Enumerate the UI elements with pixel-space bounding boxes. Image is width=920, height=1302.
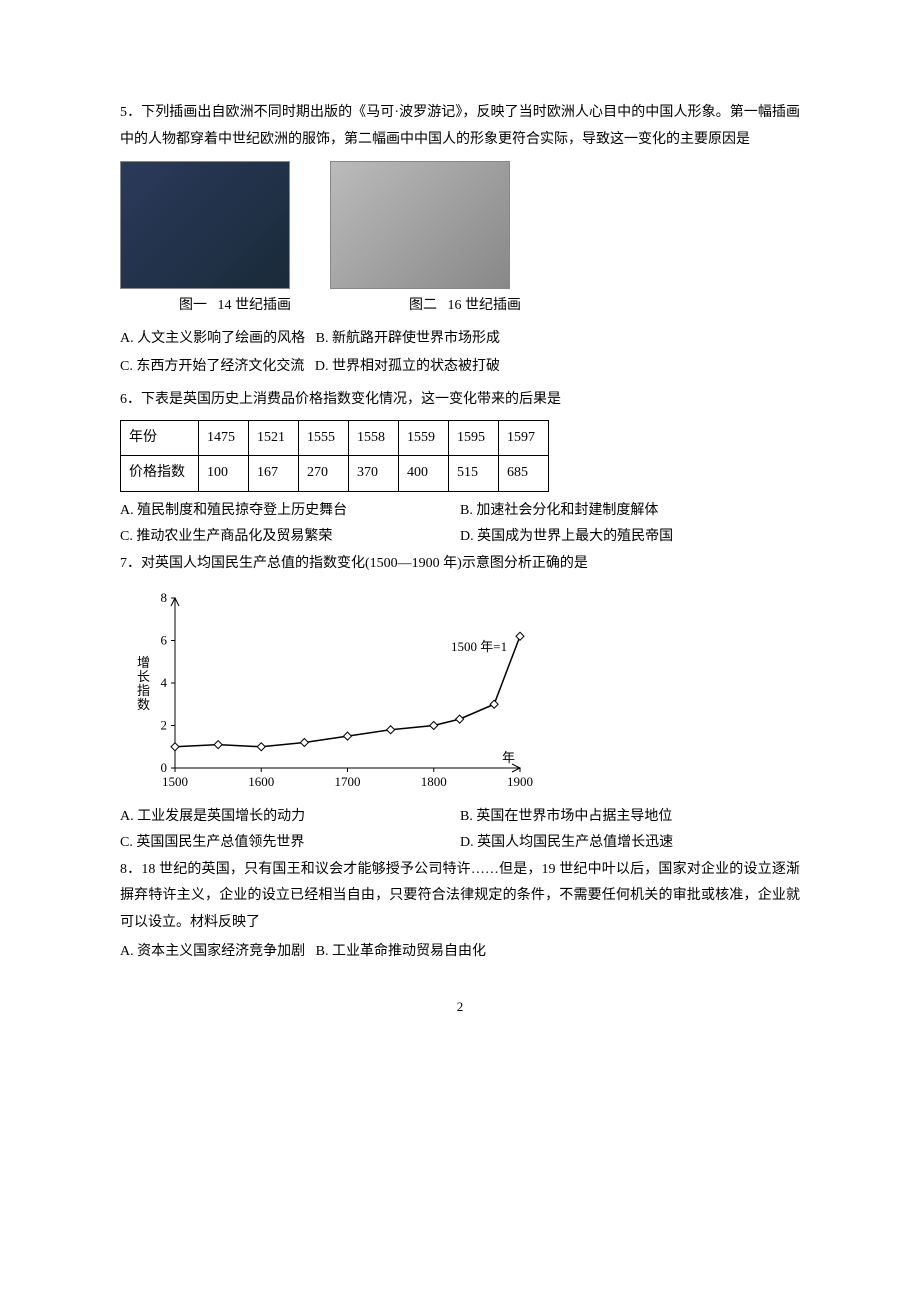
svg-text:指: 指 [137, 683, 150, 698]
q5-caption2-a: 图二 [409, 298, 437, 313]
table-row: 年份 1475 1521 1555 1558 1559 1595 1597 [121, 420, 549, 456]
q6-r1c1: 1475 [199, 420, 249, 456]
q7-options: A. 工业发展是英国增长的动力 B. 英国在世界市场中占据主导地位 C. 英国国… [120, 804, 800, 857]
q7-opt-a: A. 工业发展是英国增长的动力 [120, 804, 460, 831]
q6-r1c4: 1558 [349, 420, 399, 456]
q6-r2c2: 167 [249, 456, 299, 492]
q6-opt-d: D. 英国成为世界上最大的殖民帝国 [460, 524, 800, 551]
q6-r2c6: 515 [449, 456, 499, 492]
svg-text:4: 4 [161, 675, 168, 690]
svg-text:1800: 1800 [421, 774, 447, 789]
q6-stem: 6．下表是英国历史上消费品价格指数变化情况，这一变化带来的后果是 [120, 387, 800, 414]
q6-r1c5: 1559 [399, 420, 449, 456]
svg-text:1900: 1900 [507, 774, 533, 789]
q7-stem: 7．对英国人均国民生产总值的指数变化(1500—1900 年)示意图分析正确的是 [120, 551, 800, 578]
q6-r1c6: 1595 [449, 420, 499, 456]
svg-text:1600: 1600 [248, 774, 274, 789]
q7-opt-d: D. 英国人均国民生产总值增长迅速 [460, 830, 800, 857]
q5-opt-c: C. 东西方开始了经济文化交流 [120, 359, 304, 374]
q8-options: A. 资本主义国家经济竞争加剧 B. 工业革命推动贸易自由化 [120, 939, 800, 966]
q5-image-row [120, 161, 800, 289]
svg-text:2: 2 [161, 717, 168, 732]
q6-options: A. 殖民制度和殖民掠夺登上历史舞台 B. 加速社会分化和封建制度解体 C. 推… [120, 498, 800, 551]
q6-r2c3: 270 [299, 456, 349, 492]
q8-stem: 8．18 世纪的英国，只有国王和议会才能够授予公司特许……但是，19 世纪中叶以… [120, 857, 800, 937]
q7-opt-b: B. 英国在世界市场中占据主导地位 [460, 804, 800, 831]
q6-table: 年份 1475 1521 1555 1558 1559 1595 1597 价格… [120, 420, 549, 492]
q6-r1c7: 1597 [499, 420, 549, 456]
svg-text:增: 增 [137, 655, 150, 670]
svg-text:数: 数 [137, 697, 150, 712]
q5-opt-b: B. 新航路开辟使世界市场形成 [316, 331, 500, 346]
svg-text:8: 8 [161, 590, 168, 605]
q5-caption1-b: 14 世纪插画 [218, 298, 292, 313]
svg-text:1500 年=1: 1500 年=1 [451, 639, 507, 654]
q7-opt-c: C. 英国国民生产总值领先世界 [120, 830, 460, 857]
svg-text:0: 0 [161, 760, 168, 775]
svg-text:长: 长 [137, 669, 150, 684]
page-number: 2 [120, 995, 800, 1020]
q6-r2c0: 价格指数 [121, 456, 199, 492]
q8-opt-a: A. 资本主义国家经济竞争加剧 [120, 944, 305, 959]
q5-caption1-a: 图一 [179, 298, 207, 313]
table-row: 价格指数 100 167 270 370 400 515 685 [121, 456, 549, 492]
q6-opt-b: B. 加速社会分化和封建制度解体 [460, 498, 800, 525]
svg-text:年: 年 [502, 750, 515, 765]
q7-chart: 0 2 4 6 8 1500 1600 1700 1800 1900 增长指数年 1500 年=1 [120, 588, 540, 798]
svg-text:1700: 1700 [335, 774, 361, 789]
q5-opt-a: A. 人文主义影响了绘画的风格 [120, 331, 305, 346]
q5-caption2-b: 16 世纪插画 [448, 298, 522, 313]
q5-image-1 [120, 161, 290, 289]
q7-chart-svg: 0 2 4 6 8 1500 1600 1700 1800 1900 增长指数年 1500 年=1 [120, 588, 540, 798]
q6-r2c4: 370 [349, 456, 399, 492]
q5-stem: 5．下列插画出自欧洲不同时期出版的《马可·波罗游记》，反映了当时欧洲人心目中的中… [120, 100, 800, 153]
q6-r2c5: 400 [399, 456, 449, 492]
svg-text:6: 6 [161, 632, 168, 647]
q6-r1c3: 1555 [299, 420, 349, 456]
q6-opt-c: C. 推动农业生产商品化及贸易繁荣 [120, 524, 460, 551]
svg-text:1500: 1500 [162, 774, 188, 789]
q6-r1c0: 年份 [121, 420, 199, 456]
q5-opt-d: D. 世界相对孤立的状态被打破 [315, 359, 500, 374]
q6-r2c7: 685 [499, 456, 549, 492]
q5-captions: 图一 14 世纪插画 图二 16 世纪插画 [120, 293, 800, 320]
q6-opt-a: A. 殖民制度和殖民掠夺登上历史舞台 [120, 498, 460, 525]
q5-options: A. 人文主义影响了绘画的风格 B. 新航路开辟使世界市场形成 C. 东西方开始… [120, 326, 800, 381]
q8-opt-b: B. 工业革命推动贸易自由化 [316, 944, 486, 959]
q5-image-2 [330, 161, 510, 289]
q6-r2c1: 100 [199, 456, 249, 492]
q6-r1c2: 1521 [249, 420, 299, 456]
